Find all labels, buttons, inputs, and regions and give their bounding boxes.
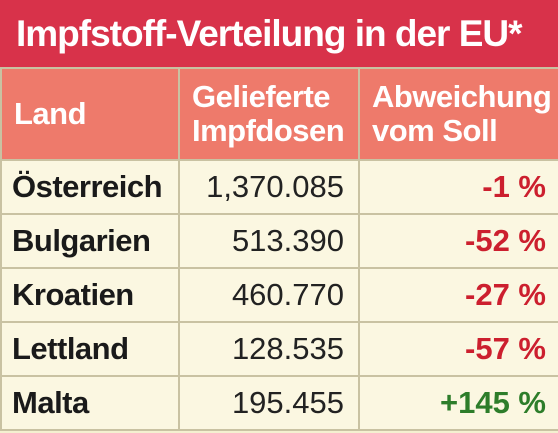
doses-cell: 195.455 (178, 375, 360, 431)
table-row: Malta 195.455 +145 % (0, 375, 558, 431)
table-title: Impfstoff-Verteilung in der EU* (0, 0, 558, 67)
header-deviation-line1: Abweichung (372, 79, 552, 114)
country-cell: Malta (0, 375, 180, 431)
header-deviation: Abweichung vom Soll (358, 67, 558, 161)
doses-cell: 128.535 (178, 321, 360, 377)
deviation-cell: -1 % (358, 159, 558, 215)
table-row: Bulgarien 513.390 -52 % (0, 213, 558, 269)
country-cell: Lettland (0, 321, 180, 377)
deviation-cell: +145 % (358, 375, 558, 431)
header-doses: Gelieferte Impfdosen (178, 67, 360, 161)
header-land-label: Land (14, 96, 87, 131)
deviation-cell: -57 % (358, 321, 558, 377)
doses-cell: 513.390 (178, 213, 360, 269)
country-cell: Kroatien (0, 267, 180, 323)
header-doses-line1: Gelieferte (192, 79, 331, 114)
header-land: Land (0, 67, 180, 161)
deviation-cell: -52 % (358, 213, 558, 269)
header-doses-line2: Impfdosen (192, 113, 345, 148)
table-header-row: Land Gelieferte Impfdosen Abweichung vom… (0, 67, 558, 161)
vaccine-table: Land Gelieferte Impfdosen Abweichung vom… (0, 67, 558, 431)
doses-cell: 1,370.085 (178, 159, 360, 215)
table-row: Kroatien 460.770 -27 % (0, 267, 558, 323)
country-cell: Österreich (0, 159, 180, 215)
header-deviation-line2: vom Soll (372, 113, 498, 148)
country-cell: Bulgarien (0, 213, 180, 269)
doses-cell: 460.770 (178, 267, 360, 323)
table-row: Lettland 128.535 -57 % (0, 321, 558, 377)
table-row: Österreich 1,370.085 -1 % (0, 159, 558, 215)
deviation-cell: -27 % (358, 267, 558, 323)
